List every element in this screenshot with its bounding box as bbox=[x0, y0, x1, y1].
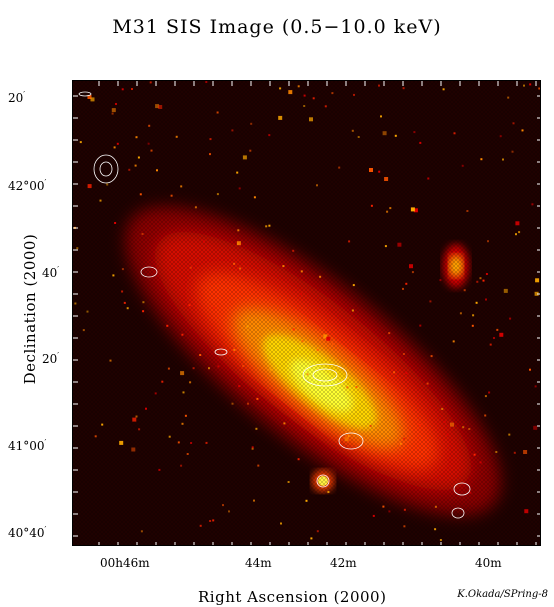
xtick-label: 00h46m bbox=[100, 556, 150, 570]
xtick-label: 44m bbox=[245, 556, 272, 570]
x-axis-label: Right Ascension (2000) bbox=[198, 588, 387, 606]
xtick-label: 42m bbox=[330, 556, 357, 570]
contours bbox=[78, 91, 471, 519]
point-sources bbox=[73, 81, 540, 541]
xray-image-frame bbox=[72, 80, 541, 546]
image-title: M31 SIS Image (0.5−10.0 keV) bbox=[112, 16, 442, 38]
ytick-label: 20′ bbox=[8, 90, 26, 105]
y-axis-label: Declination (2000) bbox=[21, 233, 39, 385]
ytick-label: 41°00′ bbox=[8, 438, 47, 453]
ytick-label: 42°00′ bbox=[8, 178, 47, 193]
image-credit: K.Okada/SPring-8 bbox=[457, 589, 548, 600]
xtick-label: 40m bbox=[475, 556, 502, 570]
ytick-label: 40′ bbox=[42, 265, 60, 280]
axis-ticks bbox=[73, 81, 540, 545]
ytick-label: 20′ bbox=[42, 351, 60, 366]
m31-xray-image bbox=[73, 81, 540, 545]
ytick-label: 40°40′ bbox=[8, 525, 47, 540]
